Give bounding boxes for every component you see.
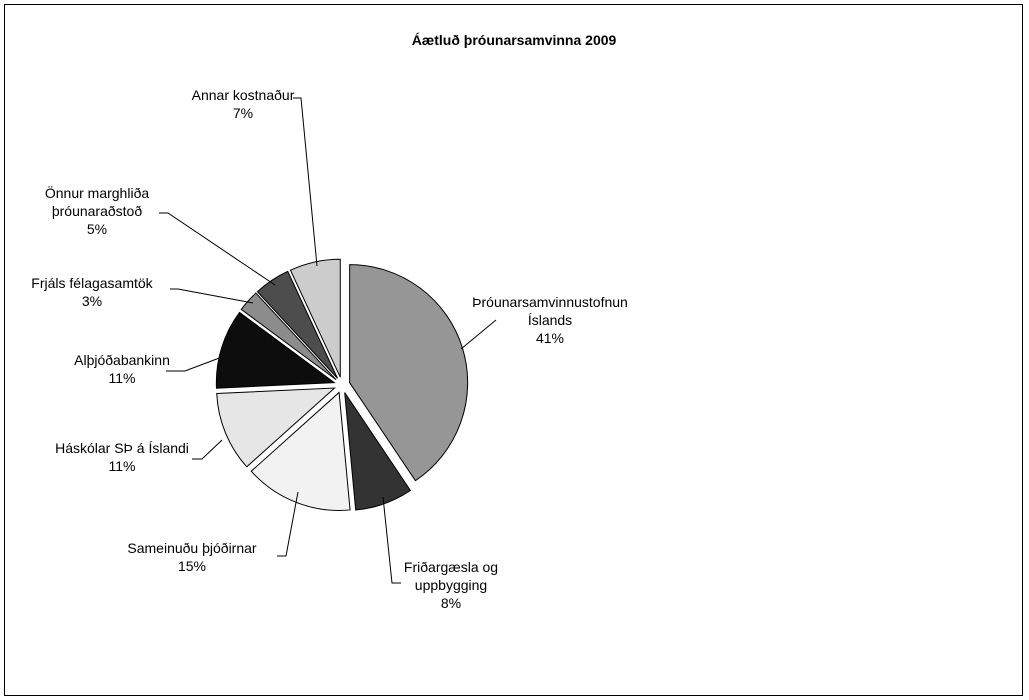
slice-name-label: Önnur marghliða bbox=[45, 184, 149, 201]
slice-value-label: 41% bbox=[536, 330, 564, 346]
slice-name-label: Háskólar SÞ á Íslandi bbox=[55, 440, 189, 456]
slice-value-label: 11% bbox=[109, 370, 136, 386]
leader-line bbox=[293, 97, 318, 267]
leader-line bbox=[460, 319, 497, 350]
slice-name-label: Friðargæsla og bbox=[404, 559, 498, 575]
slice-label: Friðargæsla og uppbygging 8% bbox=[404, 559, 498, 611]
slice-value-label: 8% bbox=[441, 595, 461, 611]
pie-slice bbox=[344, 392, 412, 511]
chart-frame bbox=[4, 4, 1023, 696]
slice-label: Annar kostnaður 7% bbox=[192, 87, 295, 121]
slice-label: Önnur marghliða þróunaraðstoð 5% bbox=[45, 184, 149, 237]
slice-name-label: þróunaraðstoð bbox=[52, 203, 143, 219]
leader-line bbox=[277, 491, 299, 557]
slice-value-label: 15% bbox=[178, 558, 206, 574]
slice-label: Alþjóðabankinn 11% bbox=[74, 352, 170, 386]
leader-line bbox=[382, 496, 401, 584]
slice-name-label: Íslands bbox=[528, 312, 572, 328]
slice-label: Þróunarsamvinnustofnun Íslands 41% bbox=[472, 294, 628, 346]
pie-slice bbox=[289, 258, 341, 378]
slice-value-label: 3% bbox=[82, 293, 102, 309]
leader-line bbox=[166, 356, 223, 372]
slice-label: Háskólar SÞ á Íslandi 11% bbox=[55, 440, 189, 474]
slice-label: Frjáls félagasamtök 3% bbox=[31, 275, 153, 309]
leader-line bbox=[170, 288, 254, 304]
chart-title: Áætluð þróunarsamvinna 2009 bbox=[412, 32, 617, 48]
slice-name-label: uppbygging bbox=[415, 577, 487, 593]
leader-line bbox=[159, 212, 276, 286]
slice-labels: Þróunarsamvinnustofnun Íslands 41% Friðargæ… bbox=[31, 87, 628, 611]
slice-value-label: 11% bbox=[109, 458, 136, 474]
slice-name-label: Alþjóðabankinn bbox=[74, 352, 170, 368]
slice-name-label: Frjáls félagasamtök bbox=[31, 275, 153, 291]
pie-slices bbox=[215, 258, 469, 511]
pie-slice bbox=[256, 270, 338, 379]
slice-label: Sameinuðu þjóðirnar 15% bbox=[127, 540, 257, 574]
leader-line bbox=[192, 439, 223, 460]
slice-name-label: Annar kostnaður bbox=[192, 87, 295, 103]
slice-name-label: Sameinuðu þjóðirnar bbox=[127, 540, 257, 556]
pie-slice bbox=[240, 292, 337, 381]
pie-slice bbox=[215, 311, 336, 389]
slice-value-label: 5% bbox=[87, 221, 107, 237]
leader-lines bbox=[159, 97, 497, 584]
pie-slice bbox=[216, 387, 336, 468]
slice-name-label: Þróunarsamvinnustofnun bbox=[472, 294, 628, 310]
slice-value-label: 7% bbox=[233, 105, 253, 121]
